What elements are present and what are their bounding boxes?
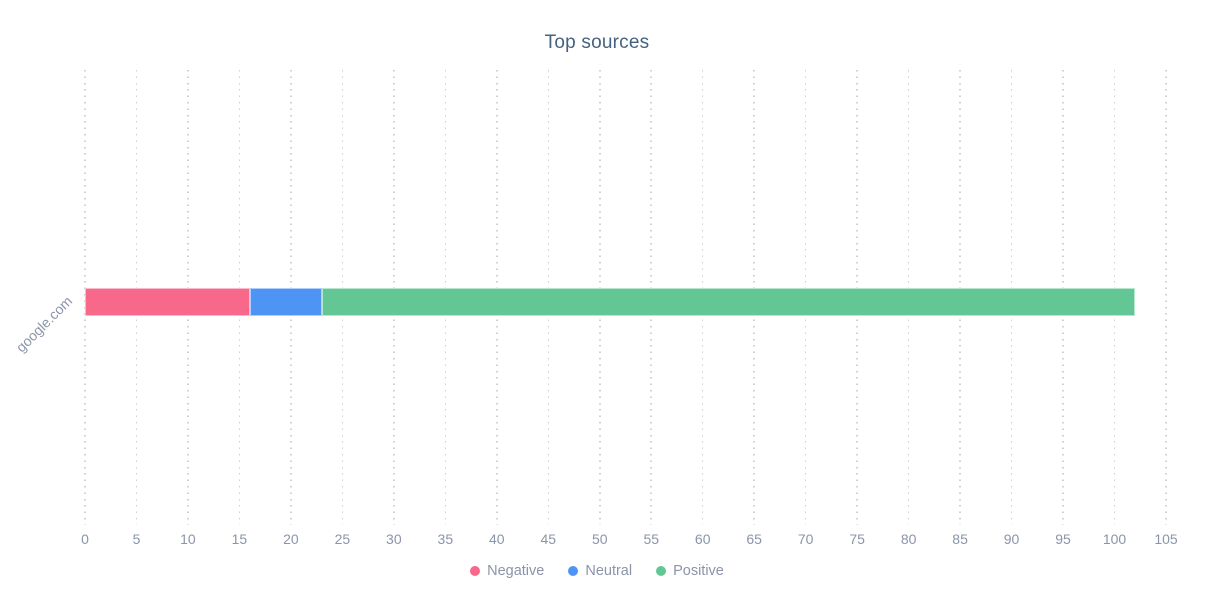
x-tick-label: 80 xyxy=(900,531,917,547)
x-tick-label: 35 xyxy=(437,531,454,547)
x-tick-label: 15 xyxy=(231,531,248,547)
x-tick-label: 85 xyxy=(952,531,968,547)
x-tick-label: 65 xyxy=(746,531,762,547)
legend-marker-neutral xyxy=(568,566,579,576)
legend-item-neutral[interactable]: Neutral xyxy=(568,563,632,579)
x-tick-label: 75 xyxy=(849,531,865,547)
x-tick-label: 95 xyxy=(1055,531,1071,547)
legend-label: Positive xyxy=(673,563,724,579)
x-tick-label: 5 xyxy=(132,531,141,547)
gridline xyxy=(1165,70,1167,525)
x-tick-label: 105 xyxy=(1154,531,1178,547)
x-tick-label: 70 xyxy=(797,531,814,547)
legend: Negative Neutral Positive xyxy=(0,561,1194,581)
plot-area xyxy=(84,70,1167,525)
x-tick-label: 90 xyxy=(1003,531,1020,547)
x-tick-label: 45 xyxy=(540,531,557,547)
x-tick-label: 30 xyxy=(386,531,402,547)
x-tick-label: 60 xyxy=(694,531,711,547)
x-tick-label: 100 xyxy=(1102,531,1127,547)
bar-segment-positive[interactable] xyxy=(321,288,1136,316)
bar-segment-neutral[interactable] xyxy=(249,288,322,316)
legend-label: Neutral xyxy=(585,563,633,579)
y-axis-category-label: google.com xyxy=(12,292,76,356)
x-axis: 0 5 10 15 20 25 30 35 40 45 50 55 60 65 70 75 80 85 90 95 10… xyxy=(81,531,1178,551)
x-tick-label: 50 xyxy=(591,531,608,547)
stacked-bar-google-com xyxy=(85,288,1166,316)
x-tick-label: 0 xyxy=(81,531,89,547)
x-tick-label: 40 xyxy=(489,531,505,547)
bar-segment-negative[interactable] xyxy=(85,288,250,316)
x-tick-label: 20 xyxy=(283,531,299,547)
x-tick-label: 10 xyxy=(180,531,196,547)
x-tick-label: 55 xyxy=(643,531,660,547)
legend-marker-positive xyxy=(656,566,667,576)
legend-item-positive[interactable]: Positive xyxy=(656,563,724,579)
x-tick-label: 25 xyxy=(334,531,351,547)
chart-title: Top sources xyxy=(544,32,650,53)
legend-marker-negative xyxy=(470,566,481,576)
legend-item-negative[interactable]: Negative xyxy=(470,563,544,579)
legend-label: Negative xyxy=(487,563,545,579)
